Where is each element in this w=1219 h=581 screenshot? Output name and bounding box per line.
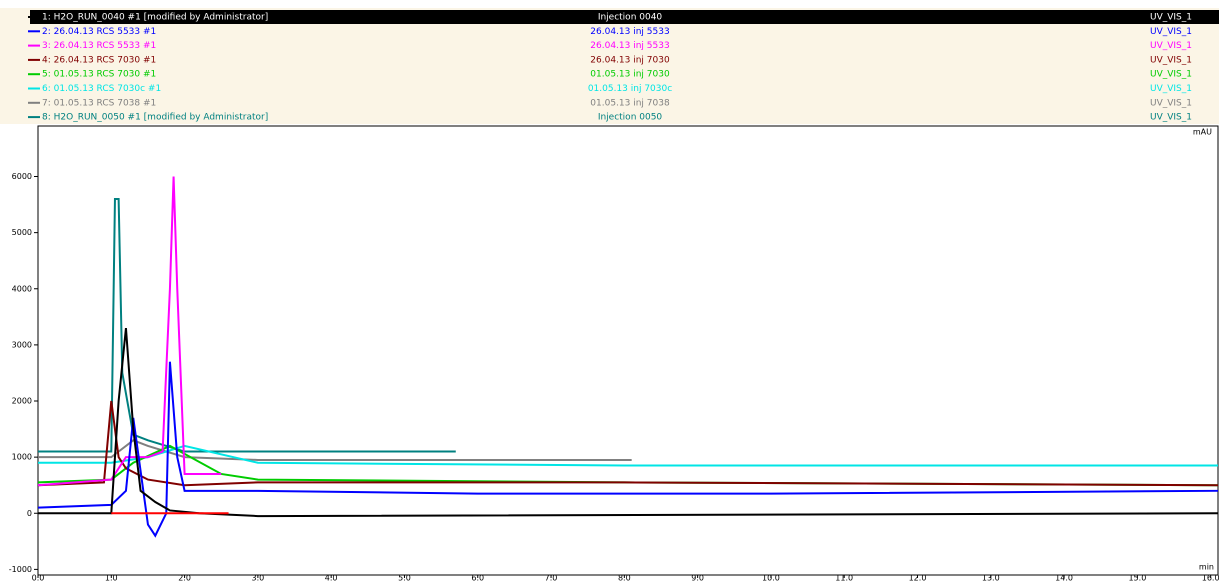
legend-right: UV_VIS_1 (1150, 84, 1192, 94)
legend: 1: H2O_RUN_0040 #1 [modified by Administ… (0, 8, 1219, 124)
legend-middle: 26.04.13 inj 7030 (590, 55, 670, 65)
x-tick-label: 3.0 (252, 574, 265, 581)
legend-middle: 01.05.13 inj 7038 (590, 98, 670, 108)
legend-left: 7: 01.05.13 RCS 7038 #1 (42, 98, 156, 108)
legend-left: 8: H2O_RUN_0050 #1 [modified by Administ… (42, 113, 268, 123)
legend-right: UV_VIS_1 (1150, 113, 1192, 123)
trace (37, 400, 1219, 487)
x-tick-label: 4.0 (325, 574, 338, 581)
x-tick-label: 8.0 (618, 574, 631, 581)
legend-middle: 01.05.13 inj 7030c (588, 84, 672, 94)
x-tick-label: 0.0 (32, 574, 45, 581)
x-tick-label: 6.0 (471, 574, 484, 581)
x-tick-label: 14.0 (1055, 574, 1073, 581)
legend-middle: Injection 0050 (598, 113, 663, 123)
legend-right: UV_VIS_1 (1150, 27, 1192, 37)
x-unit: min (1199, 563, 1214, 572)
legend-background (0, 8, 1219, 124)
y-tick-label: 4000 (12, 284, 32, 293)
x-tick-label: 11.0 (835, 574, 853, 581)
trace (37, 361, 1219, 538)
legend-header-band (30, 10, 1219, 24)
legend-right: UV_VIS_1 (1150, 41, 1192, 51)
y-tick-label: -1000 (9, 565, 32, 574)
x-tick-label: 13.0 (982, 574, 1000, 581)
y-unit: mAU (1193, 128, 1212, 137)
legend-left: 5: 01.05.13 RCS 7030 #1 (42, 70, 156, 80)
plot-frame (37, 125, 1219, 576)
x-tick-label: 16.0 (1202, 574, 1219, 581)
x-tick-label: 15.0 (1128, 574, 1146, 581)
x-tick-label: 9.0 (691, 574, 704, 581)
legend-middle: Injection 0040 (598, 13, 663, 23)
legend-right: UV_VIS_1 (1150, 70, 1192, 80)
legend-right: UV_VIS_1 (1150, 55, 1192, 65)
legend-left: 6: 01.05.13 RCS 7030c #1 (42, 84, 161, 94)
legend-left: 2: 26.04.13 RCS 5533 #1 (42, 27, 156, 37)
legend-left: 1: H2O_RUN_0040 #1 [modified by Administ… (42, 13, 268, 23)
legend-middle: 26.04.13 inj 5533 (590, 27, 669, 37)
legend-right: UV_VIS_1 (1150, 13, 1192, 23)
y-tick-label: 0 (27, 509, 32, 518)
x-tick-label: 10.0 (762, 574, 780, 581)
trace (38, 439, 632, 461)
legend-left: 4: 26.04.13 RCS 7030 #1 (42, 55, 156, 65)
y-tick-label: 6000 (12, 172, 32, 181)
legend-left: 3: 26.04.13 RCS 5533 #1 (42, 41, 156, 51)
y-tick-label: 5000 (12, 228, 32, 237)
y-tick-label: 3000 (12, 340, 32, 349)
legend-middle: 26.04.13 inj 5533 (590, 41, 669, 51)
x-tick-label: 2.0 (178, 574, 191, 581)
trace (38, 197, 456, 453)
x-tick-label: 12.0 (909, 574, 927, 581)
trace (37, 176, 222, 487)
y-tick-label: 1000 (12, 453, 32, 462)
trace (38, 327, 1219, 518)
trace (38, 444, 1218, 467)
x-tick-label: 7.0 (545, 574, 558, 581)
x-tick-label: 5.0 (398, 574, 411, 581)
legend-middle: 01.05.13 inj 7030 (590, 70, 670, 80)
x-tick-label: 1.0 (105, 574, 118, 581)
legend-right: UV_VIS_1 (1150, 98, 1192, 108)
y-tick-label: 2000 (12, 397, 32, 406)
